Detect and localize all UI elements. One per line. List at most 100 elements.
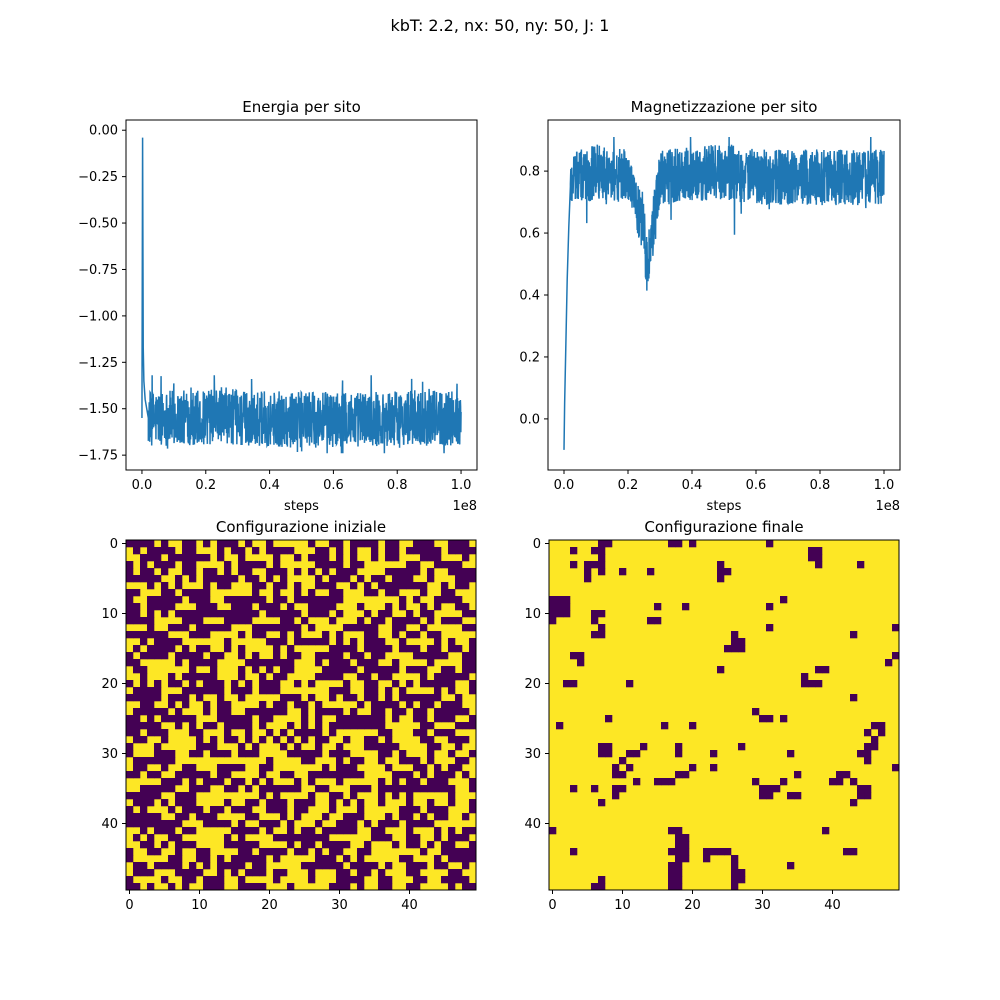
cell-down — [203, 624, 211, 632]
cell-down — [308, 603, 316, 611]
cell-down — [154, 827, 162, 835]
cell-down — [329, 589, 337, 597]
cell-down — [871, 736, 879, 744]
cell-down — [168, 645, 176, 653]
cell-down — [189, 806, 197, 814]
cell-down — [350, 757, 358, 765]
cell-down — [357, 624, 365, 632]
cell-down — [259, 771, 267, 779]
cell-down — [231, 547, 239, 555]
cell-down — [434, 855, 442, 863]
cell-down — [556, 722, 564, 730]
cell-down — [378, 827, 386, 835]
cell-down — [350, 638, 358, 646]
cell-down — [301, 701, 309, 709]
cell-down — [336, 869, 344, 877]
cell-down — [140, 862, 148, 870]
cell-down — [731, 862, 739, 870]
cell-down — [434, 561, 442, 569]
cell-down — [280, 708, 288, 716]
cell-down — [434, 673, 442, 681]
cell-down — [329, 596, 337, 604]
series-line — [563, 137, 885, 450]
cell-down — [336, 596, 344, 604]
cell-down — [329, 708, 337, 716]
panel-title: Energia per sito — [242, 98, 361, 116]
cell-down — [343, 764, 351, 772]
cell-down — [357, 575, 365, 583]
cell-down — [808, 547, 816, 555]
cell-down — [266, 547, 274, 555]
cell-down — [168, 883, 176, 891]
cell-down — [287, 785, 295, 793]
x-tick-label: 0.0 — [132, 478, 153, 493]
cell-down — [413, 666, 421, 674]
cell-down — [420, 680, 428, 688]
cell-down — [371, 547, 379, 555]
cell-down — [203, 848, 211, 856]
cell-down — [294, 554, 302, 562]
cell-down — [336, 708, 344, 716]
cell-down — [259, 687, 267, 695]
cell-down — [385, 568, 393, 576]
cell-down — [399, 708, 407, 716]
cell-down — [434, 554, 442, 562]
cell-down — [357, 652, 365, 660]
cell-down — [462, 673, 470, 681]
cell-down — [182, 701, 190, 709]
cell-down — [413, 778, 421, 786]
cell-down — [287, 610, 295, 618]
cell-down — [448, 876, 456, 884]
cell-down — [343, 771, 351, 779]
cell-down — [336, 876, 344, 884]
cell-down — [413, 561, 421, 569]
y-tick-label: 30 — [524, 747, 541, 762]
cell-down — [154, 785, 162, 793]
cell-down — [469, 575, 477, 583]
cell-down — [224, 617, 232, 625]
cell-down — [441, 582, 449, 590]
cell-down — [329, 722, 337, 730]
cell-down — [455, 736, 463, 744]
cell-down — [399, 687, 407, 695]
cell-down — [462, 568, 470, 576]
cell-down — [280, 659, 288, 667]
cell-down — [864, 792, 872, 800]
cell-down — [448, 638, 456, 646]
cell-down — [350, 708, 358, 716]
cell-down — [280, 617, 288, 625]
cell-down — [455, 834, 463, 842]
cell-down — [133, 729, 141, 737]
cell-down — [420, 820, 428, 828]
cell-down — [406, 757, 414, 765]
cell-down — [196, 806, 204, 814]
cell-down — [252, 869, 260, 877]
cell-down — [434, 645, 442, 653]
cell-down — [427, 841, 435, 849]
cell-down — [378, 617, 386, 625]
cell-down — [399, 855, 407, 863]
cell-down — [238, 715, 246, 723]
cell-down — [175, 624, 183, 632]
cell-down — [731, 869, 739, 877]
cell-down — [210, 624, 218, 632]
cell-down — [287, 771, 295, 779]
cell-down — [259, 848, 267, 856]
cell-down — [315, 785, 323, 793]
cell-down — [605, 750, 613, 758]
cell-down — [350, 827, 358, 835]
x-tick-label: 0.8 — [810, 478, 831, 493]
cell-down — [126, 750, 134, 758]
cell-down — [154, 792, 162, 800]
cell-down — [406, 855, 414, 863]
cell-down — [892, 764, 900, 772]
cell-down — [168, 554, 176, 562]
cell-down — [420, 540, 428, 548]
cell-down — [161, 610, 169, 618]
cell-down — [266, 638, 274, 646]
cell-down — [420, 729, 428, 737]
cell-down — [462, 624, 470, 632]
cell-down — [322, 862, 330, 870]
cell-down — [126, 659, 134, 667]
cell-down — [675, 862, 683, 870]
